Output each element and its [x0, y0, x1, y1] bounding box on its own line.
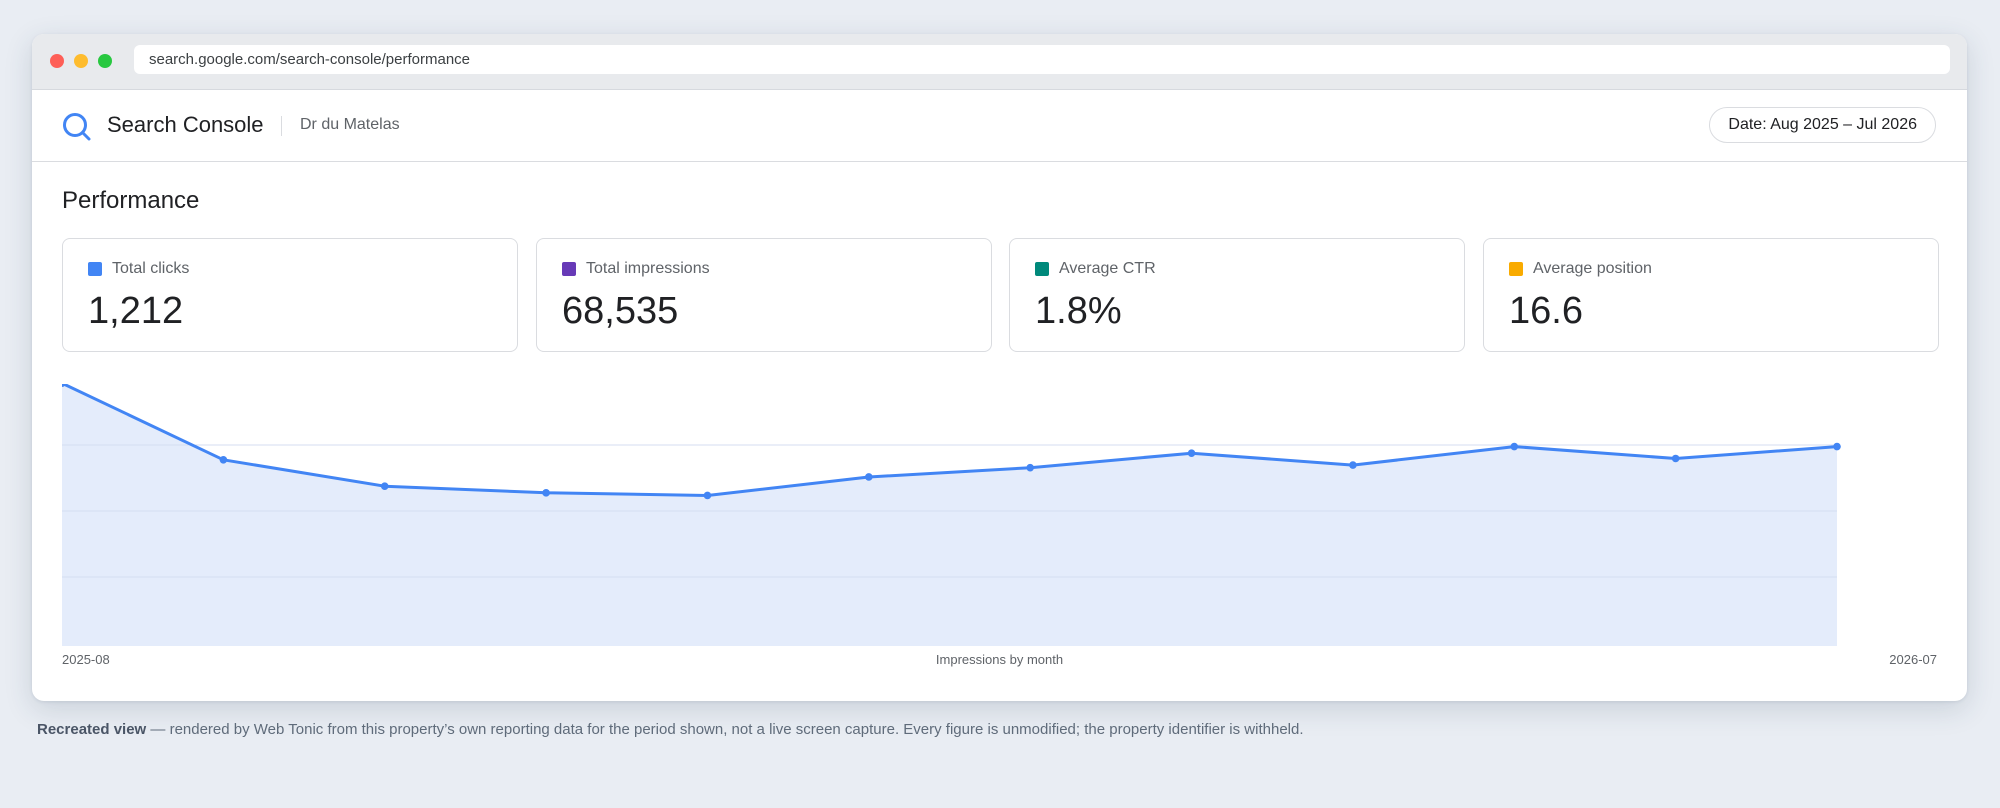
- metric-value: 1.8%: [1035, 290, 1122, 332]
- maximize-window-button[interactable]: [98, 54, 112, 68]
- impressions-chart: [62, 384, 1841, 646]
- metric-color-swatch: [1509, 262, 1523, 276]
- search-console-logo-icon: [63, 113, 91, 141]
- address-bar[interactable]: search.google.com/search-console/perform…: [134, 45, 1950, 74]
- metric-label: Average CTR: [1059, 260, 1156, 277]
- data-point: [542, 489, 550, 497]
- data-point: [1671, 454, 1680, 463]
- x-tick-label-start: 2025-08: [62, 652, 110, 667]
- series-line: [62, 384, 1838, 497]
- data-point: [219, 456, 228, 464]
- footer-text: — rendered by Web Tonic from this proper…: [146, 721, 1304, 738]
- metric-card-average-ctr[interactable]: Average CTR 1.8%: [1009, 238, 1465, 352]
- data-point: [1349, 461, 1357, 469]
- footer-lead: Recreated view: [37, 721, 147, 738]
- app-title: Search Console: [107, 112, 264, 137]
- header-divider: [281, 116, 282, 136]
- metric-color-swatch: [1035, 262, 1049, 276]
- data-point: [380, 482, 389, 491]
- data-point: [1026, 463, 1034, 472]
- metric-color-swatch: [562, 262, 576, 276]
- data-point: [1510, 442, 1519, 451]
- data-point: [1187, 449, 1196, 458]
- data-point: [62, 384, 66, 388]
- data-point: [703, 491, 712, 500]
- metric-color-swatch: [88, 262, 102, 276]
- footer-note: Recreated view — rendered by Web Tonic f…: [37, 720, 1304, 740]
- page-title: Performance: [62, 187, 200, 214]
- date-range-button[interactable]: Date: Aug 2025 – Jul 2026: [1709, 107, 1936, 143]
- metric-label: Total clicks: [112, 260, 190, 277]
- metric-card-average-position[interactable]: Average position 16.6: [1483, 238, 1939, 352]
- minimize-window-button[interactable]: [74, 54, 88, 68]
- metric-card-total-clicks[interactable]: Total clicks 1,212: [62, 238, 518, 352]
- x-tick-label-end: 2026-07: [1889, 652, 1937, 667]
- close-window-button[interactable]: [50, 54, 64, 68]
- app-header: Search Console Dr du Matelas Date: Aug 2…: [32, 90, 1967, 162]
- browser-window: search.google.com/search-console/perform…: [32, 34, 1967, 701]
- metric-label: Average position: [1533, 260, 1652, 277]
- metric-value: 1,212: [88, 290, 184, 332]
- metric-card-total-impressions[interactable]: Total impressions 68,535: [536, 238, 992, 352]
- property-name[interactable]: Dr du Matelas: [300, 116, 400, 133]
- chart-caption: Impressions by month: [935, 652, 1064, 667]
- metric-value: 16.6: [1509, 290, 1583, 332]
- metric-value: 68,535: [562, 290, 679, 332]
- data-point: [1833, 442, 1841, 451]
- metric-label: Total impressions: [586, 260, 710, 277]
- browser-chrome: search.google.com/search-console/perform…: [32, 34, 1967, 90]
- series-area: [62, 384, 1837, 646]
- data-point: [865, 473, 873, 481]
